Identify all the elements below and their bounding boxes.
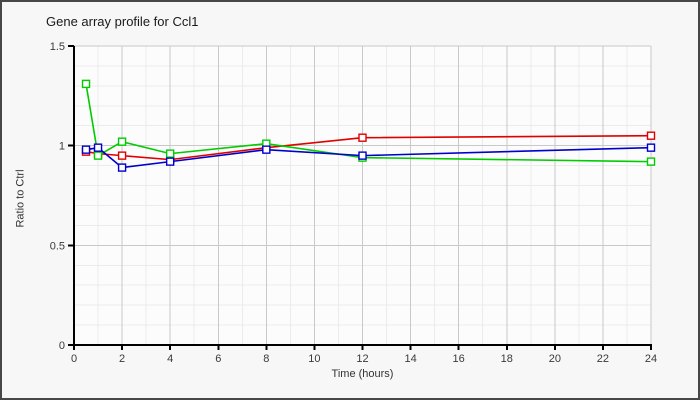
series-red-data-point [358, 133, 367, 142]
series-green-data-point [646, 157, 656, 166]
x-tick-label: 0 [71, 353, 77, 365]
series-blue-data-point [262, 145, 271, 154]
x-tick-label: 2 [119, 353, 125, 365]
x-tick-label: 12 [356, 353, 368, 365]
y-tick-label: 1 [59, 141, 65, 153]
series-blue-data-point [81, 145, 91, 154]
series-green-data-point [165, 149, 175, 158]
series-blue-data-point [646, 143, 656, 152]
y-tick-label: 1.5 [50, 41, 65, 53]
x-tick-label: 8 [263, 353, 269, 365]
series-green-data-point [117, 137, 127, 146]
x-tick-label: 4 [167, 353, 173, 365]
y-tick-label: 0.5 [50, 240, 65, 252]
chart-title: Gene array profile for Ccl1 [46, 14, 199, 29]
x-tick-label: 22 [597, 353, 609, 365]
x-tick-label: 14 [404, 353, 416, 365]
x-tick-label: 16 [453, 353, 465, 365]
series-green-data-point [81, 79, 91, 89]
series-green-data-point [93, 151, 103, 160]
x-tick-label: 6 [215, 353, 221, 365]
x-tick-label: 18 [501, 353, 513, 365]
series-blue-data-point [93, 143, 103, 152]
x-axis-title: Time (hours) [331, 368, 394, 380]
x-tick-label: 24 [645, 353, 657, 365]
x-tick-label: 10 [308, 353, 320, 365]
x-tick-label: 20 [549, 353, 561, 365]
y-tick-label: 0 [59, 340, 65, 352]
series-blue-data-point [358, 151, 367, 160]
series-red-data-point [646, 131, 656, 140]
series-blue-data-point [165, 157, 175, 166]
y-axis-title: Ratio to Ctrl [14, 169, 27, 228]
series-red-data-point [117, 151, 127, 160]
series-blue-data-point [117, 163, 127, 172]
